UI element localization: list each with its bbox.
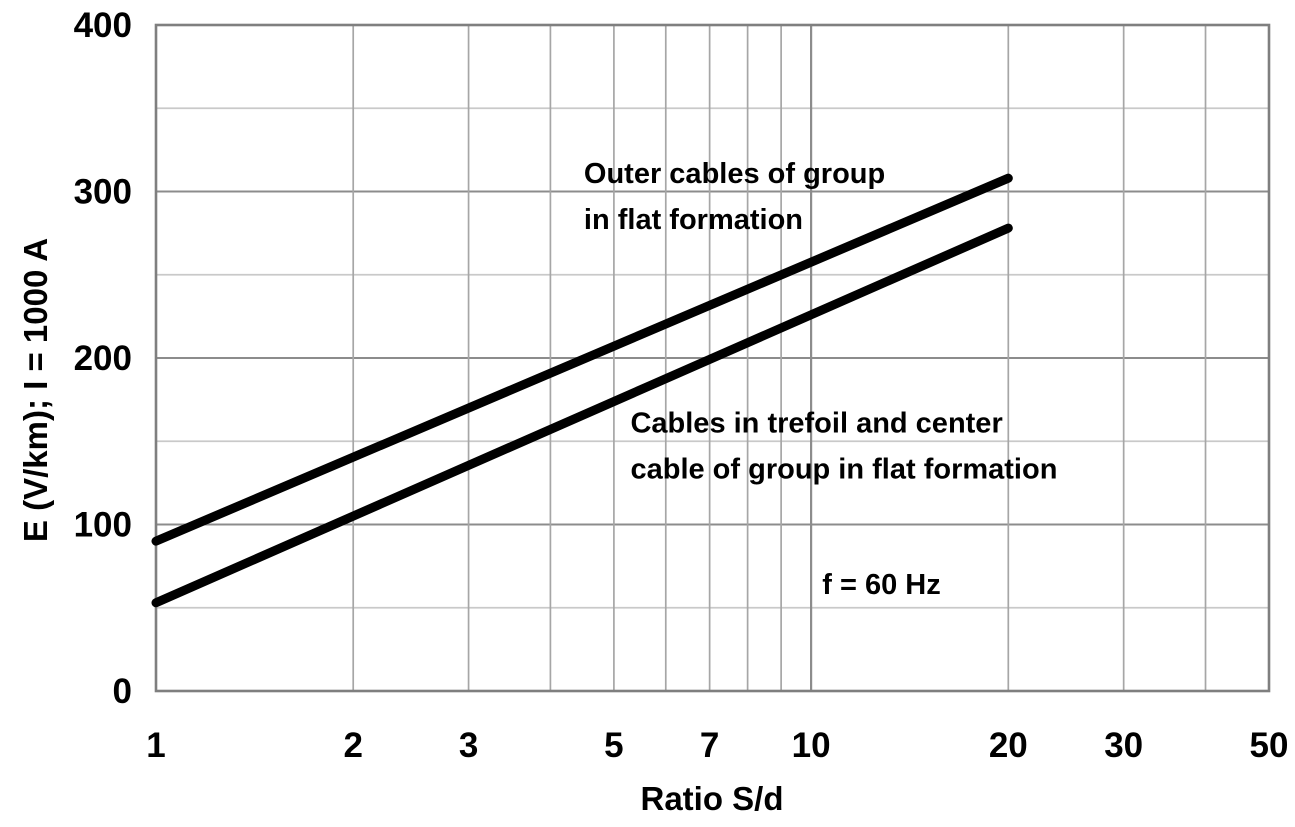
annotation-text: f = 60 Hz: [822, 569, 940, 601]
y-tick-label: 300: [74, 173, 132, 212]
x-tick-label: 50: [1250, 726, 1289, 765]
x-tick-label: 30: [1104, 726, 1143, 765]
x-tick-label: 1: [146, 726, 165, 765]
series-line: [151, 173, 1013, 546]
x-tick-label: 3: [459, 726, 478, 765]
x-tick-label: 10: [792, 726, 831, 765]
y-axis-title: E (V/km); I = 1000 A: [17, 237, 54, 543]
x-tick-label: 5: [604, 726, 623, 765]
x-tick-label: 20: [989, 726, 1028, 765]
annotation-text: Cables in trefoil and center: [630, 408, 1002, 440]
y-tick-label: 100: [74, 506, 132, 545]
y-tick-label: 0: [113, 672, 132, 711]
y-tick-label: 400: [74, 6, 132, 45]
annotation-text: in flat formation: [584, 204, 803, 236]
x-tick-label: 2: [343, 726, 362, 765]
plot-border: [154, 23, 1271, 693]
x-axis-title: Ratio S/d: [640, 780, 784, 817]
annotation-text: cable of group in flat formation: [630, 454, 1057, 486]
y-tick-label: 200: [74, 339, 132, 378]
annotation-text: Outer cables of group: [584, 158, 885, 190]
x-tick-label: 7: [700, 726, 719, 765]
series-line: [151, 223, 1013, 608]
